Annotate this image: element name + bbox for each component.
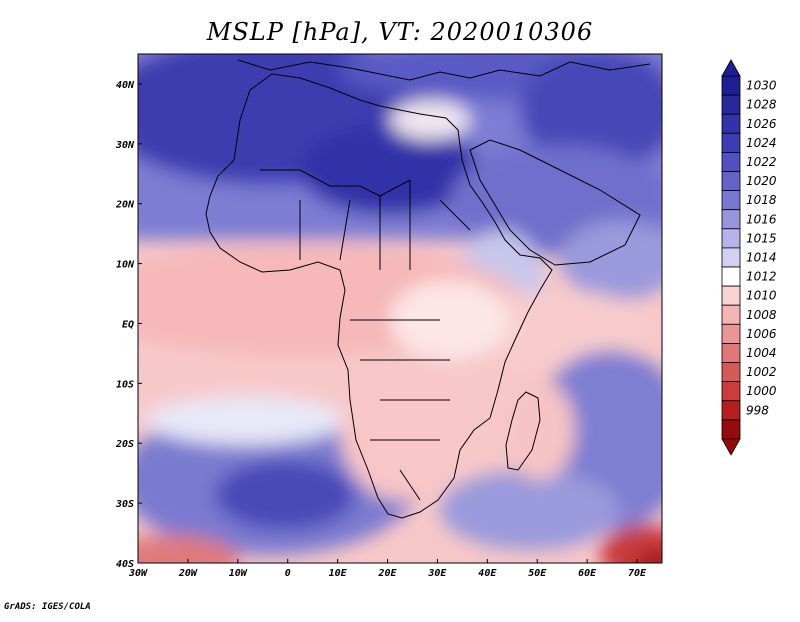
europe-coastline: [237, 59, 651, 81]
credit-label: GrADS: IGES/COLA: [4, 602, 91, 612]
x-tick-label: 40E: [478, 568, 497, 579]
colorbar-label: 1015: [746, 231, 777, 245]
y-tick-label: 30S: [115, 499, 134, 510]
colorbar-swatch: [721, 209, 741, 230]
colorbar-swatch: [721, 342, 741, 363]
x-tick-label: 50E: [528, 568, 547, 579]
y-axis: 40N 30N 20N 10N EQ 10S 20S 30S 40S: [115, 80, 142, 570]
borders: [260, 169, 471, 501]
colorbar-label: 1004: [746, 346, 777, 360]
colorbar-label: 1016: [746, 212, 777, 226]
map-title: MSLP [hPa], VT: 2020010306: [206, 18, 594, 46]
x-tick-label: 0: [285, 568, 291, 579]
arabia-coastline: [469, 139, 641, 266]
colorbar-label: 998: [746, 403, 769, 417]
coastlines: [205, 59, 651, 519]
x-tick-label: 10E: [329, 568, 348, 579]
colorbar-swatch: [721, 190, 741, 211]
x-tick-label: 30W: [128, 568, 148, 579]
y-tick-label: 20N: [115, 200, 135, 211]
colorbar-swatch: [721, 171, 741, 192]
colorbar-swatch: [721, 113, 741, 134]
y-tick-label: 10N: [116, 260, 135, 271]
map-frame: [137, 53, 663, 564]
colorbar-label: 1008: [746, 308, 777, 322]
colorbar-label: 1000: [746, 384, 777, 398]
colorbar-label: 1002: [746, 365, 777, 379]
colorbar-label: 1026: [746, 117, 777, 131]
colorbar-label: 1010: [746, 289, 777, 303]
colorbar-swatch: [721, 247, 741, 268]
x-tick-label: 60E: [578, 568, 597, 579]
colorbar-swatch: [721, 419, 741, 440]
y-tick-label: 10S: [116, 379, 134, 390]
colorbar-label: 1022: [746, 155, 777, 169]
colorbar-swatch: [721, 362, 741, 383]
colorbar-top-arrow: [721, 59, 741, 77]
pressure-field: [138, 54, 662, 563]
colorbar-swatch: [721, 228, 741, 249]
x-axis: 30W 20W 10W 0 10E 20E 30E 40E 50E 60E 70E: [128, 559, 647, 579]
colorbar-swatch: [721, 304, 741, 325]
colorbar-swatch: [721, 266, 741, 287]
colorbar-label: 1014: [746, 250, 777, 264]
colorbar-swatch: [721, 400, 741, 421]
colorbar-swatch: [721, 323, 741, 344]
madagascar-coastline: [505, 391, 541, 471]
colorbar-swatch: [721, 75, 741, 96]
colorbar-swatch: [721, 381, 741, 402]
colorbar-label: 1020: [746, 174, 777, 188]
colorbar: 1030 1028 1026 1024 1022 1020 1018 1016 1015 1014…: [721, 59, 777, 456]
colorbar-bottom-arrow: [721, 438, 741, 456]
x-tick-label: 20E: [377, 568, 397, 579]
y-tick-label: 40S: [116, 559, 134, 570]
colorbar-swatch: [721, 285, 741, 306]
colorbar-label: 1012: [746, 270, 777, 284]
x-tick-label: 10W: [229, 568, 248, 579]
colorbar-swatch: [721, 151, 741, 172]
colorbar-label: 1018: [746, 193, 777, 207]
colorbar-label: 1030: [746, 79, 777, 93]
y-tick-label: 20S: [115, 439, 134, 450]
colorbar-swatch: [721, 94, 741, 115]
x-tick-label: 20W: [178, 568, 198, 579]
africa-coastline: [205, 73, 553, 519]
y-tick-label: EQ: [122, 319, 134, 330]
x-tick-label: 70E: [628, 568, 647, 579]
colorbar-label: 1024: [746, 136, 777, 150]
x-tick-label: 30E: [427, 568, 447, 579]
colorbar-label: 1028: [746, 98, 777, 112]
colorbar-swatch: [721, 132, 741, 153]
colorbar-label: 1006: [746, 327, 777, 341]
y-tick-label: 30N: [115, 140, 135, 151]
y-tick-label: 40N: [116, 80, 135, 91]
